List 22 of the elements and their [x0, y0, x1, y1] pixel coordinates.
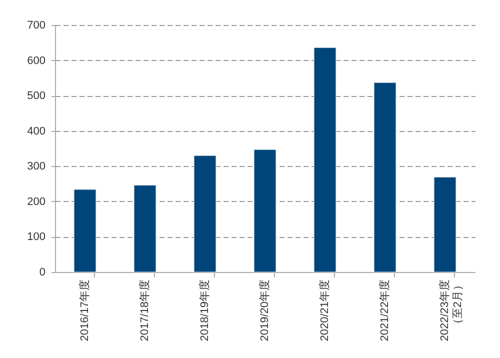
y-tick-label: 700: [27, 20, 46, 32]
bar: [74, 189, 96, 272]
x-tick-label: 2021/22年度: [378, 280, 391, 342]
bar: [434, 176, 456, 272]
y-tick-label: 600: [27, 54, 46, 67]
y-tick-label: 400: [27, 125, 46, 138]
x-tick-label: 2016/17年度: [78, 280, 91, 342]
bar: [134, 184, 156, 272]
bar: [194, 155, 216, 272]
x-tick-label: 2018/19年度: [198, 280, 211, 342]
x-tick-label: 2022/23年度（至2月）: [438, 280, 464, 342]
x-tick-label: 2019/20年度: [258, 280, 271, 342]
bar: [314, 47, 336, 272]
y-tick-label: 500: [27, 90, 46, 102]
x-tick-label: 2017/18年度: [138, 280, 151, 342]
bar: [254, 149, 276, 272]
y-tick-label: 200: [27, 196, 46, 208]
bar: [374, 82, 396, 272]
y-tick-label: 0: [39, 266, 46, 278]
x-tick-label: 2020/21年度: [318, 280, 331, 342]
y-tick-label: 100: [27, 231, 46, 244]
y-tick-label: 300: [27, 160, 46, 173]
